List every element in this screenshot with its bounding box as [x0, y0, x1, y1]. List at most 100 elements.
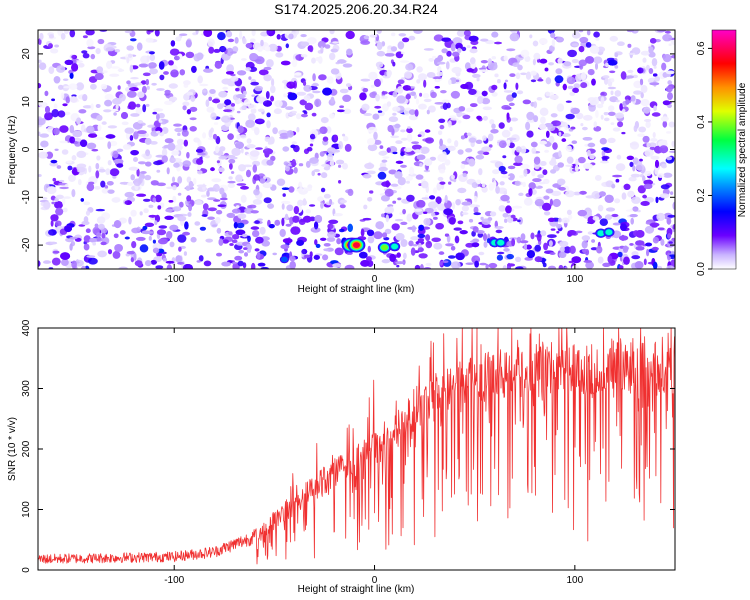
spectrogram-cell: [667, 233, 672, 239]
spectrogram-cell: [410, 247, 416, 256]
spectrogram-cell: [586, 149, 591, 157]
spectrogram-cell: [417, 238, 424, 243]
spectrogram-cell: [224, 99, 232, 106]
spectrogram-cell: [271, 78, 275, 87]
spectrogram-cell: [399, 154, 405, 160]
spectrogram-cell: [431, 212, 436, 217]
spectrogram-cell: [183, 139, 188, 147]
spectrogram-cell: [311, 112, 317, 117]
spectrogram-cell: [334, 247, 344, 256]
spectrogram-cell: [516, 90, 524, 95]
spectrogram-cell: [414, 149, 422, 154]
spectrogram-cell: [126, 251, 136, 255]
spectrogram-cell: [482, 106, 492, 111]
spectrogram-cell: [614, 52, 619, 58]
spectrogram-cell: [178, 246, 182, 252]
spectrogram-cell: [96, 216, 106, 224]
spectrogram-cell: [502, 213, 509, 218]
spectrogram-cell: [137, 91, 145, 98]
spectrogram-cell: [646, 64, 650, 71]
spectrogram-cell: [56, 194, 64, 199]
spectrogram-cell: [251, 30, 256, 37]
spectrogram-cell: [315, 57, 322, 62]
spectrogram-cell: [528, 182, 536, 190]
spectrogram-cell: [503, 55, 508, 61]
snr-x-ticks: -100 0 100: [164, 328, 584, 586]
spectrogram-cell: [423, 218, 431, 226]
spectrogram-cell: [268, 43, 278, 52]
spectrogram-cell: [471, 182, 479, 189]
spectrogram-cell: [101, 188, 110, 194]
spectrogram-cell: [558, 186, 566, 191]
spectrogram-cell: [653, 105, 657, 111]
spectrogram-cell: [582, 137, 593, 141]
spectrogram-cell: [154, 220, 158, 225]
spectrogram-cell: [145, 161, 152, 167]
spectrogram-cell: [390, 46, 397, 52]
spectrogram-cell: [128, 166, 139, 171]
spectrogram-cell: [234, 255, 243, 261]
spectrogram-cell: [439, 138, 443, 147]
spectrogram-cell: [460, 163, 466, 169]
spectrogram-cell: [605, 62, 609, 68]
spectrogram-cell: [249, 53, 258, 61]
spectrogram-cell: [414, 264, 421, 269]
spectrogram-cell: [164, 89, 171, 94]
y-tick-label: 10: [21, 96, 32, 108]
spectrogram-cell: [453, 227, 462, 231]
spectrogram-cell: [495, 229, 503, 234]
spectrogram-cell: [537, 78, 544, 82]
spectrogram-cell: [557, 162, 564, 168]
spectrogram-cell: [296, 91, 307, 96]
spectrogram-cell: [314, 239, 318, 246]
spectrogram-cell: [506, 253, 514, 260]
spectrogram-cell: [215, 216, 221, 224]
spectrogram-cell: [231, 239, 238, 244]
spectrogram-cell: [595, 62, 598, 70]
spectrogram-cell: [599, 218, 608, 226]
spectrogram-cell: [595, 37, 600, 41]
spectrogram-cell: [228, 176, 233, 180]
spectrogram-cell: [621, 131, 626, 135]
spectrogram-cell: [494, 41, 502, 45]
spectrogram-cell: [619, 265, 624, 269]
spectrogram-cell: [245, 119, 255, 128]
spectrogram-cell: [205, 238, 213, 243]
spectrogram-cell: [74, 60, 83, 64]
spectrogram-cell: [103, 109, 112, 113]
spectrogram-cell: [587, 231, 594, 235]
spectrogram-cell: [451, 202, 456, 210]
spectrogram-cell: [42, 197, 48, 200]
spectrogram-cell: [384, 206, 395, 214]
spectrogram-cell: [240, 147, 244, 154]
spectrogram-cell: [419, 162, 423, 167]
spectrogram-cell: [156, 130, 161, 134]
spectrogram-cell: [230, 156, 238, 160]
spectrogram-cell: [468, 88, 477, 95]
x-tick-label: -100: [164, 274, 184, 285]
spectrogram-cell: [53, 103, 58, 109]
spectrogram-cell: [62, 103, 68, 107]
spectrogram-cell: [417, 134, 422, 138]
spectrogram-cell: [168, 200, 174, 203]
spectrogram-cell: [337, 109, 345, 113]
spectrogram-cell: [644, 149, 654, 157]
spectrogram-cell: [64, 59, 74, 65]
spectrogram-cell: [611, 183, 616, 189]
spectrogram-cell: [428, 201, 438, 209]
spectrogram-cell: [156, 169, 161, 173]
spectrogram-cell: [655, 196, 659, 204]
spectrogram-cell: [53, 76, 61, 84]
spectrogram-cell: [158, 225, 168, 229]
spectrogram-cell: [654, 76, 660, 82]
spectrogram-cell: [96, 155, 101, 161]
spectrogram-cell: [133, 157, 138, 162]
spectrogram-cell: [105, 134, 116, 139]
spectrogram-cell: [360, 260, 370, 267]
spectrogram-cell: [312, 90, 321, 94]
spectrogram-cell: [491, 56, 496, 60]
spectrogram-cell: [654, 167, 659, 175]
spectrogram-cell: [382, 156, 390, 159]
y-tick-label: 200: [21, 440, 32, 457]
spectrogram-cell: [281, 217, 285, 227]
